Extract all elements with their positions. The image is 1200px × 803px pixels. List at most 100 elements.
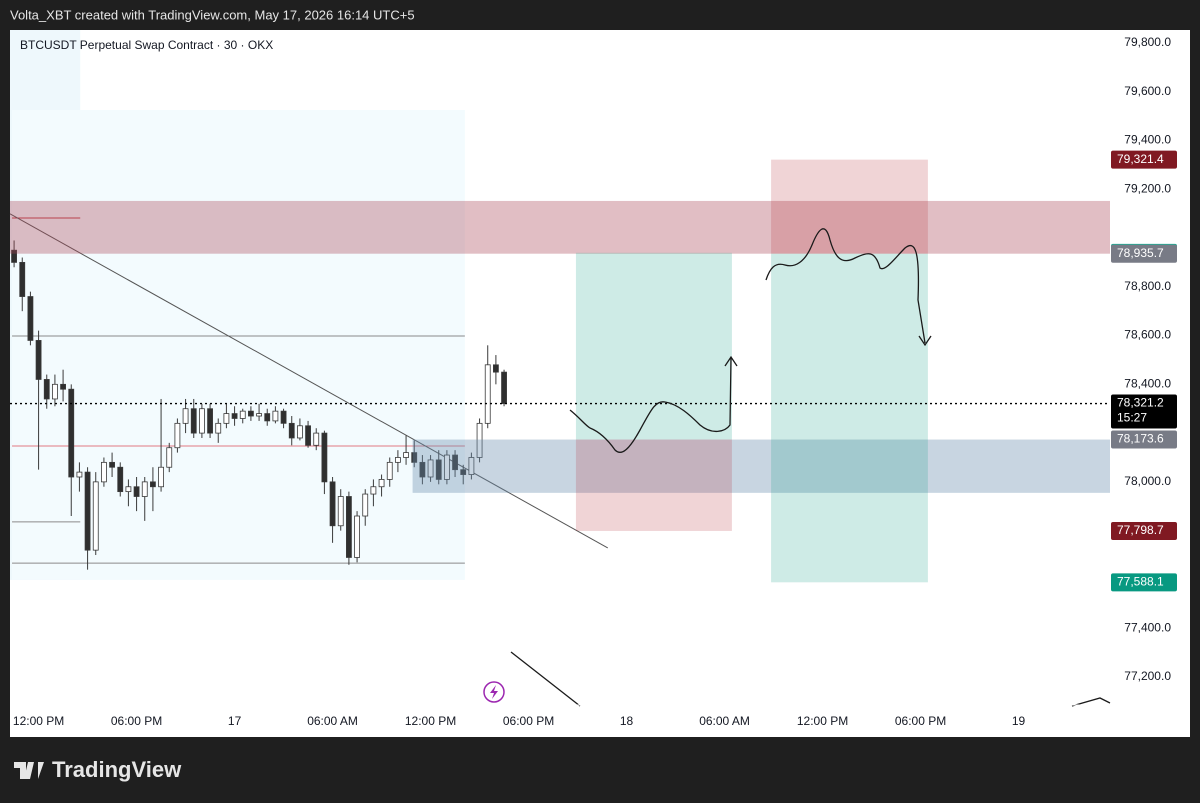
candle-body xyxy=(215,422,222,434)
candle-body xyxy=(190,408,197,434)
candle-body xyxy=(125,486,132,493)
candle-body xyxy=(133,486,140,497)
price-tag xyxy=(1111,150,1177,169)
price-tag-label: 77,798.7 xyxy=(1117,523,1164,537)
candle-body xyxy=(248,410,254,417)
candle-body xyxy=(378,479,385,488)
brand-logo xyxy=(14,762,44,779)
candle-body xyxy=(484,364,491,424)
brand: TradingView xyxy=(52,757,182,782)
x-tick-label: 12:00 PM xyxy=(797,714,848,728)
credit: Volta_XBT created with TradingView.com, … xyxy=(10,7,415,22)
candle-body xyxy=(452,454,458,471)
candle-body xyxy=(468,457,475,475)
candle-body xyxy=(370,486,377,495)
candle-body xyxy=(264,413,271,422)
candle-body xyxy=(231,413,238,419)
candle-body xyxy=(19,261,26,297)
candle-body xyxy=(76,471,83,478)
candle-body xyxy=(43,379,50,400)
candle-body xyxy=(52,383,58,400)
x-tick-label: 06:00 AM xyxy=(307,714,358,728)
candle-body xyxy=(150,481,156,488)
plot: 77,200.0 77,400.0 78,000.0 78,400.0 78,600.0… xyxy=(9,30,1190,737)
candle-body xyxy=(305,425,311,446)
candle-body xyxy=(174,422,181,449)
x-tick-label: 18 xyxy=(620,714,634,728)
price-tag xyxy=(1111,573,1177,592)
price-tag xyxy=(1111,244,1177,263)
candle-body xyxy=(158,466,164,488)
candle-body xyxy=(182,408,189,424)
candle-body xyxy=(411,452,418,463)
candle-body xyxy=(427,459,434,478)
price-axis xyxy=(1110,30,1190,705)
candle-body xyxy=(27,296,34,341)
zone xyxy=(771,253,928,583)
candle-body xyxy=(117,466,124,493)
y-tick-label: 79,800.0 xyxy=(1124,35,1171,49)
price-tag-label: 78,321.2 xyxy=(1117,396,1164,410)
y-tick-label: 79,600.0 xyxy=(1124,84,1171,98)
candle-body xyxy=(297,425,303,439)
projection-path xyxy=(765,228,932,347)
drawing-line xyxy=(9,213,609,549)
candle-body xyxy=(419,461,426,478)
y-tick-label: 77,400.0 xyxy=(1124,620,1171,634)
candle-body xyxy=(337,496,344,527)
x-tick-label: 06:00 AM xyxy=(699,714,750,728)
candle-body xyxy=(492,364,499,373)
candle-body xyxy=(68,388,75,478)
candle-body xyxy=(256,413,262,417)
zone xyxy=(575,439,732,531)
price-tag xyxy=(1111,394,1177,429)
x-tick-label: 06:00 PM xyxy=(895,714,946,728)
y-tick-label: 79,200.0 xyxy=(1124,181,1171,195)
candle-body xyxy=(460,469,467,475)
candle-body xyxy=(92,481,99,551)
price-tag-label: 78,935.7 xyxy=(1117,246,1164,260)
x-tick-label: 06:00 PM xyxy=(503,714,554,728)
zone xyxy=(10,200,1110,254)
candle-body xyxy=(354,515,360,558)
candle-body xyxy=(60,383,66,390)
price-tag-label: 77,588.1 xyxy=(1117,574,1164,588)
candle-body xyxy=(280,410,287,424)
chart-title: BTCUSDT Perpetual Swap Contract · 30 · O… xyxy=(20,38,273,52)
candle-body xyxy=(35,340,42,380)
countdown: 15:27 xyxy=(1117,411,1147,425)
drawing-line xyxy=(1071,697,1111,707)
candle-body xyxy=(207,408,213,434)
price-tag-label: 78,173.6 xyxy=(1117,432,1164,446)
candle-body xyxy=(501,371,507,404)
candle-body xyxy=(223,413,230,424)
event-icon-bolt xyxy=(490,685,498,699)
drawing-line xyxy=(510,651,581,707)
y-tick-label: 78,000.0 xyxy=(1124,474,1171,488)
range-box xyxy=(12,109,465,580)
candle-body xyxy=(141,481,148,497)
price-tag xyxy=(1111,521,1177,540)
candle-body xyxy=(109,461,115,468)
candle-body xyxy=(84,471,91,551)
candle-body xyxy=(101,461,107,483)
candle-body xyxy=(346,496,352,558)
candle-body xyxy=(239,410,246,419)
candle-body xyxy=(386,461,393,480)
time-axis xyxy=(10,705,1190,737)
y-tick-label: 77,200.0 xyxy=(1124,669,1171,683)
candle-body xyxy=(288,422,295,439)
candle-body xyxy=(443,454,450,480)
candle-body xyxy=(476,422,483,458)
candle-body xyxy=(394,457,401,463)
zone xyxy=(771,159,928,254)
zone xyxy=(575,252,732,440)
x-tick-label: 17 xyxy=(228,714,242,728)
candle-body xyxy=(272,410,279,422)
candle-body xyxy=(313,432,320,446)
x-tick-label: 06:00 PM xyxy=(111,714,162,728)
candle-body xyxy=(362,493,369,517)
x-tick-label: 12:00 PM xyxy=(405,714,456,728)
